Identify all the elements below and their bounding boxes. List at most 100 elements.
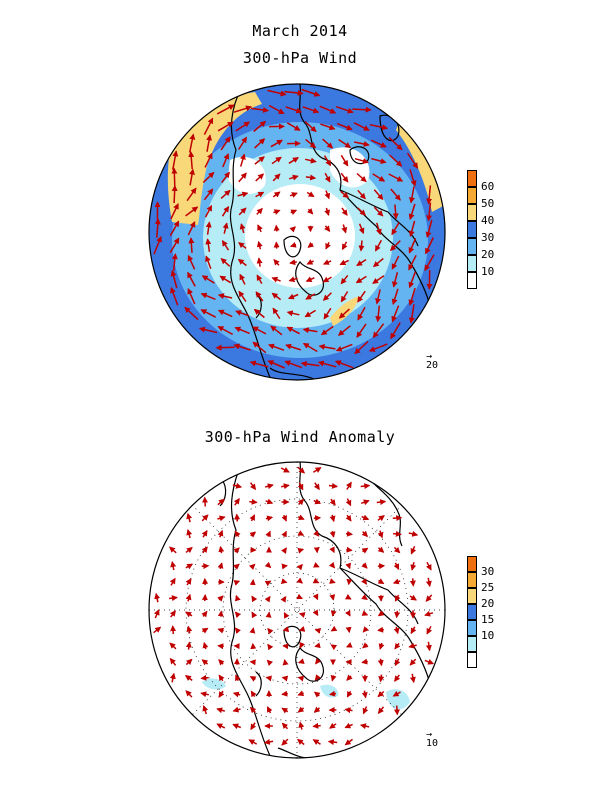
jet-core-east xyxy=(396,118,445,212)
wind-vector xyxy=(270,325,283,336)
wind-vector xyxy=(271,276,281,283)
wind-vector xyxy=(284,360,303,369)
wind-vector xyxy=(169,220,180,236)
wind-vector xyxy=(315,657,322,665)
wind-vector xyxy=(249,563,256,571)
wind-vector xyxy=(238,172,247,183)
wind-vector xyxy=(252,341,267,354)
wind-vector xyxy=(198,326,218,334)
wind-vector xyxy=(186,187,197,202)
wind-vector xyxy=(221,205,230,217)
wind-vector xyxy=(297,547,305,554)
wind-vector xyxy=(265,530,271,538)
wind-vector xyxy=(154,592,161,603)
wind-vector xyxy=(216,707,226,714)
wind-vector xyxy=(312,467,322,473)
wind-vector xyxy=(200,691,209,698)
wind-vector xyxy=(318,344,336,350)
wind-vector xyxy=(341,224,348,234)
wind-vector xyxy=(153,626,162,634)
wind-vector xyxy=(330,625,338,632)
wind-vector xyxy=(324,207,330,216)
wind-vector xyxy=(374,239,383,252)
wind-vector xyxy=(280,467,290,473)
wind-vector xyxy=(238,207,247,216)
cbar-top-tick: 60 xyxy=(481,180,495,193)
wind-vector xyxy=(297,530,305,536)
wind-vector xyxy=(217,325,234,336)
wind-vector xyxy=(377,690,385,698)
wind-vector xyxy=(323,307,332,320)
wind-vector xyxy=(344,707,353,714)
wind-vector xyxy=(306,259,314,265)
cbar-bot-swatch-4 xyxy=(467,604,477,620)
wind-vector xyxy=(335,105,354,114)
wind-vector xyxy=(358,223,365,235)
wind-vector xyxy=(361,610,369,616)
wind-vector xyxy=(313,691,321,698)
wind-vector xyxy=(297,498,305,506)
page-title: March 2014 xyxy=(252,22,348,40)
wind-vector xyxy=(408,203,416,221)
wind-vector xyxy=(233,563,240,570)
wind-vector xyxy=(273,209,281,215)
wind-vector xyxy=(205,221,212,235)
wind-vector xyxy=(346,674,353,681)
wind-vector xyxy=(286,326,300,335)
cbar-top-swatch-6 xyxy=(467,255,477,272)
wind-vector xyxy=(328,482,338,489)
wind-vector xyxy=(372,173,386,182)
wind-vector xyxy=(218,659,225,666)
wind-vector xyxy=(339,259,349,266)
wind-vector xyxy=(189,168,195,186)
wind-vector xyxy=(390,240,401,252)
cbar-top-tick: 40 xyxy=(481,214,495,227)
wind-vector xyxy=(322,276,332,283)
cbar-bot-swatch-2 xyxy=(467,572,477,588)
wind-vector xyxy=(296,593,304,600)
wind-vector xyxy=(330,674,337,682)
cbar-top-swatch-1 xyxy=(467,170,477,187)
cbar-top-tick: 50 xyxy=(481,197,495,210)
wind-vector xyxy=(345,562,351,570)
wind-vector xyxy=(217,293,233,300)
wind-vector xyxy=(272,307,281,320)
wind-vector xyxy=(362,706,369,715)
wind-vector xyxy=(235,310,250,317)
wind-vector xyxy=(171,185,178,204)
anomaly-shade-1 xyxy=(202,678,226,690)
wind-vector xyxy=(186,529,193,539)
wind-vector xyxy=(406,152,419,169)
wind-vector xyxy=(305,138,317,149)
wind-vector xyxy=(345,530,353,537)
wind-vector xyxy=(257,224,263,233)
wind-vector xyxy=(220,258,231,267)
wind-vector xyxy=(251,611,258,619)
wind-vector xyxy=(298,626,306,632)
wind-vector xyxy=(256,240,263,250)
wind-vector xyxy=(237,136,248,150)
wind-vector xyxy=(340,274,349,285)
wind-vector xyxy=(393,530,402,537)
wind-vector xyxy=(250,690,257,698)
wind-vector xyxy=(297,690,305,697)
wind-vector xyxy=(344,738,353,746)
wind-vector xyxy=(297,675,305,682)
wind-vector xyxy=(215,344,235,351)
wind-vector xyxy=(288,276,298,283)
wind-vector xyxy=(201,275,215,284)
wind-vector xyxy=(356,323,367,338)
wind-vector xyxy=(340,154,349,167)
wind-vector xyxy=(232,691,241,698)
wind-vector xyxy=(169,610,176,618)
wind-vector xyxy=(201,627,209,634)
wind-vector xyxy=(425,219,433,238)
wind-vector xyxy=(263,738,274,745)
wind-vector xyxy=(322,259,332,265)
wind-vector xyxy=(394,642,401,650)
wind-vector xyxy=(297,482,304,491)
bottom-colorbar: 30 25 20 15 10 xyxy=(467,556,507,668)
wind-vector xyxy=(323,155,332,167)
wind-vector xyxy=(170,625,177,634)
